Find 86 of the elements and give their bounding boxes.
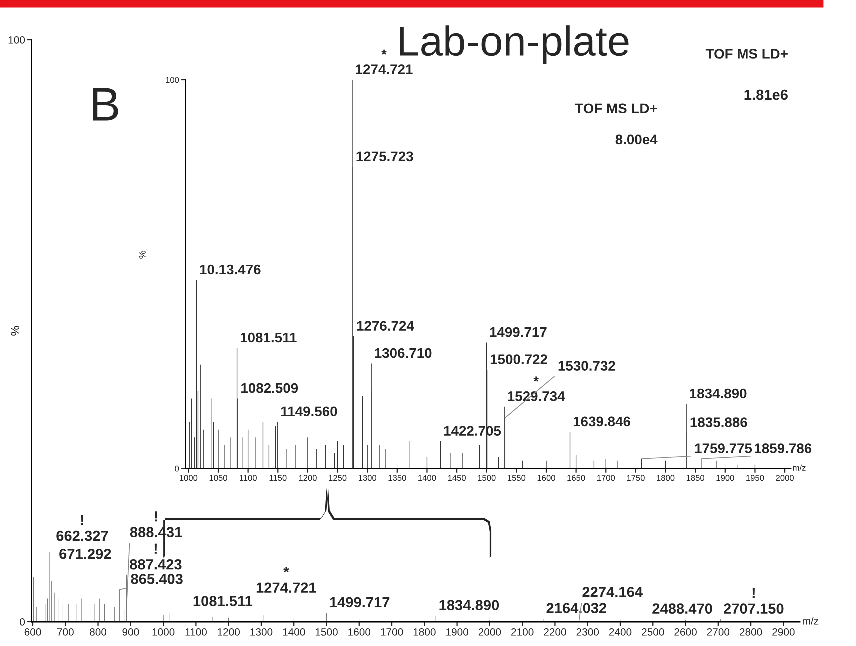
x-tick-label: 1400: [418, 475, 436, 482]
x-tick-label: 800: [90, 628, 107, 636]
annotation: 1499.717: [490, 327, 547, 338]
x-tick-label: 1200: [218, 628, 240, 636]
annotation: 1.81e6: [744, 90, 788, 100]
annotation: 1530.732: [558, 361, 616, 371]
x-tick-label: 2200: [544, 628, 566, 636]
x-tick-label: 900: [122, 628, 140, 636]
x-tick-label: 2700: [707, 628, 730, 636]
x-tick-label: 1850: [686, 475, 705, 482]
annotation: ! 662.327: [56, 515, 108, 542]
x-tick-label: 2600: [674, 628, 697, 636]
x-tick-label: 1600: [538, 475, 556, 482]
annotation: 1082.509: [242, 383, 298, 394]
annotation: 1834.890: [690, 388, 747, 399]
x-tick-label: 1950: [746, 475, 764, 482]
x-tick-label: 2000: [776, 475, 794, 482]
x-tick-label: 1100: [186, 628, 207, 636]
x-tick-label: 1500: [478, 475, 496, 482]
x-tick-label: 1900: [446, 628, 468, 636]
x-tick-label: 1300: [250, 628, 273, 636]
annotation: B: [93, 88, 118, 121]
x-tick-label: 1450: [448, 475, 466, 482]
annotation: 1306.710: [375, 348, 432, 358]
x-tick-label: 2000: [478, 628, 502, 636]
x-tick-label: 1800: [414, 628, 436, 636]
x-tick-label: 1700: [597, 475, 616, 482]
y-tick-label: 100: [166, 77, 180, 84]
annotation: * 1529.734: [508, 376, 566, 402]
annotation: 2164.032: [546, 603, 606, 614]
annotation: 2274.164: [582, 587, 643, 598]
x-tick-label: 600: [24, 628, 42, 636]
annotation: 1759.775: [695, 444, 752, 454]
x-tick-label: 1000: [180, 475, 198, 482]
x-tick-label: 1650: [568, 475, 586, 482]
x-tick-label: 1400: [283, 628, 306, 636]
annotation: * 1274.721: [256, 567, 316, 593]
annotation: 1835.886: [690, 418, 748, 428]
x-tick-label: 2300: [576, 628, 600, 636]
annotation: 865.403: [131, 574, 183, 584]
x-tick-label: 700: [57, 628, 74, 636]
x-tick-label: 1100: [240, 475, 257, 482]
annotation: ! 887.423: [130, 544, 182, 570]
x-tick-label: 2900: [772, 628, 795, 636]
annotation: TOF MS LD+: [706, 49, 788, 59]
annotation: 1081.511: [194, 596, 253, 606]
annotation: 671.292: [60, 548, 112, 560]
annotation: 1834.890: [440, 600, 500, 611]
annotation: 1275.723: [356, 152, 414, 162]
x-tick-label: 1200: [299, 475, 317, 482]
annotation: 2488.470: [652, 604, 712, 614]
x-tick-label: 1500: [316, 628, 338, 636]
x-tick-label: 1150: [270, 475, 287, 482]
annotation: 1149.560: [282, 406, 338, 417]
x-tick-label: 1000: [152, 628, 175, 636]
annotation: 1639.846: [574, 416, 630, 427]
annotation: 8.00e4: [616, 134, 658, 145]
x-axis-title: m/z: [802, 617, 819, 625]
y-axis-title: %: [139, 250, 146, 259]
annotation: TOF MS LD+: [575, 104, 658, 114]
y-axis-title: %: [11, 326, 20, 336]
annotation: 1276.724: [357, 321, 414, 332]
x-tick-label: 1550: [508, 475, 526, 482]
x-tick-label: 1350: [388, 475, 406, 482]
x-tick-label: 1900: [716, 475, 734, 482]
annotation: 10.13.476: [200, 264, 261, 275]
x-tick-label: 1800: [657, 475, 675, 482]
y-tick-label: 100: [8, 36, 26, 44]
annotation: ! 2707.150: [724, 588, 784, 614]
x-tick-label: 1700: [381, 628, 404, 636]
x-tick-label: 2500: [642, 628, 664, 636]
y-tick-label: 0: [20, 618, 26, 626]
x-tick-label: 1600: [348, 628, 371, 636]
x-tick-label: 2100: [512, 628, 534, 636]
x-tick-label: 1050: [210, 475, 228, 482]
annotation: 1859.786: [755, 444, 812, 454]
x-tick-label: 1250: [329, 475, 347, 482]
annotation: 1081.511: [240, 332, 297, 343]
annotation: 1499.717: [330, 597, 390, 608]
annotation: 1500.722: [490, 354, 548, 364]
x-tick-label: 2400: [609, 628, 632, 636]
x-axis-title: m/z: [793, 464, 806, 471]
x-tick-label: 2800: [740, 628, 762, 636]
y-tick-label: 0: [175, 466, 180, 472]
x-tick-label: 1300: [358, 475, 377, 482]
x-tick-label: 1750: [627, 475, 645, 482]
